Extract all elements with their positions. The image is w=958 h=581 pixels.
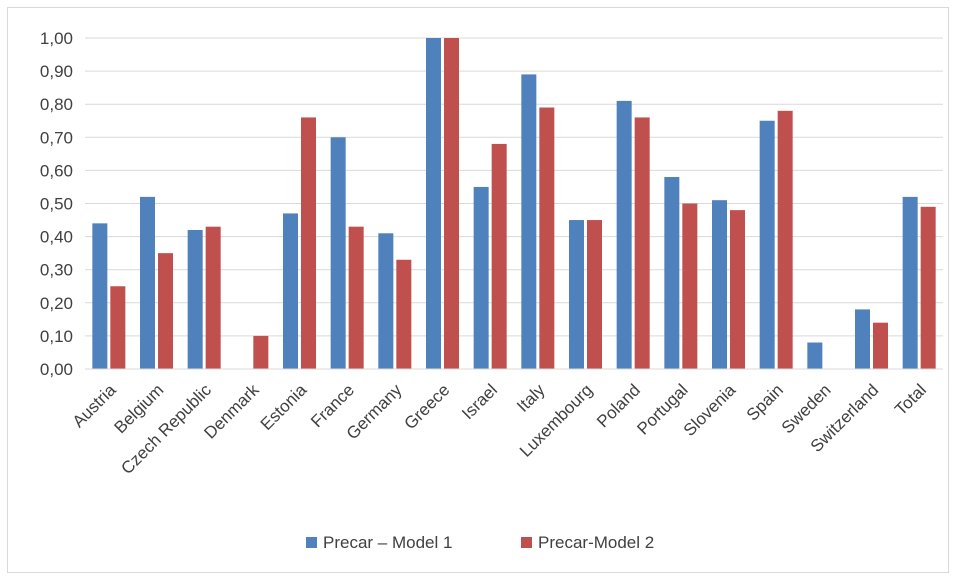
- legend-swatch: [521, 537, 532, 548]
- bar-2: [777, 110, 793, 369]
- bar-2: [444, 38, 459, 369]
- bar-1: [759, 120, 775, 369]
- y-tick-label: 0,40: [40, 228, 73, 247]
- bar-1: [902, 196, 918, 369]
- x-tick-label: Israel: [458, 380, 501, 423]
- bar-2: [539, 107, 555, 369]
- bar-2: [587, 220, 602, 369]
- bar-2: [396, 259, 412, 369]
- bar-1: [616, 100, 632, 369]
- bar-1: [569, 220, 584, 369]
- bar-2: [682, 203, 698, 369]
- bar-2: [634, 117, 650, 369]
- bar-1: [521, 74, 537, 369]
- bar-1: [664, 177, 680, 369]
- bar-1: [283, 213, 298, 369]
- legend-swatch: [306, 537, 317, 548]
- y-tick-label: 0,20: [40, 294, 73, 313]
- y-tick-label: 0,70: [40, 128, 73, 147]
- bar-2: [491, 143, 507, 369]
- bar-1: [426, 38, 441, 369]
- bar-2: [158, 253, 173, 369]
- bar-1: [712, 200, 727, 369]
- x-tick-label: Total: [891, 380, 930, 419]
- y-tick-label: 0,00: [40, 360, 73, 379]
- y-tick-label: 0,80: [40, 95, 73, 114]
- x-tick-label: Greece: [400, 380, 453, 433]
- bar-1: [473, 186, 489, 369]
- x-tick-label: Spain: [743, 380, 787, 424]
- bar-1: [187, 229, 203, 369]
- bar-2: [730, 210, 745, 369]
- y-tick-label: 0,10: [40, 327, 73, 346]
- bar-1: [330, 137, 346, 369]
- x-tick-label: Slovenia: [680, 380, 740, 440]
- y-tick-label: 1,00: [40, 29, 73, 48]
- y-tick-label: 0,50: [40, 195, 73, 214]
- legend-label: Precar – Model 1: [323, 533, 452, 552]
- bar-2: [920, 206, 936, 369]
- bar-1: [807, 342, 823, 369]
- y-tick-label: 0,90: [40, 62, 73, 81]
- bar-2: [205, 226, 221, 369]
- bar-1: [140, 196, 155, 369]
- x-tick-label: Italy: [513, 380, 549, 416]
- bar-2: [348, 226, 364, 369]
- bar-1: [855, 309, 870, 369]
- gridlines: [85, 37, 943, 337]
- legend: Precar – Model 1 Precar-Model 2: [306, 533, 654, 552]
- bar-2: [873, 322, 888, 369]
- bar-1: [378, 233, 394, 369]
- bar-2: [110, 286, 126, 369]
- y-axis-ticks: 0,00 0,10 0,20 0,30 0,40 0,50 0,60 0,70 0,80 0,90…: [40, 29, 73, 379]
- bar-2: [301, 117, 316, 369]
- y-tick-label: 0,60: [40, 161, 73, 180]
- bar-2: [253, 335, 269, 369]
- x-tick-label: Estonia: [257, 380, 311, 434]
- y-tick-label: 0,30: [40, 261, 73, 280]
- legend-label: Precar-Model 2: [538, 533, 654, 552]
- bar-1: [92, 223, 108, 369]
- bars: [92, 38, 936, 369]
